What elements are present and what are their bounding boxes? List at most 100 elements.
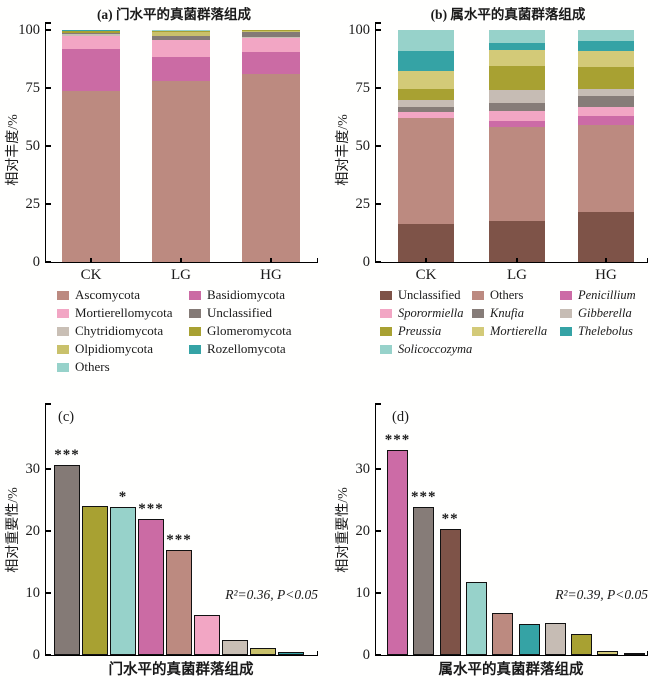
importance-bar-rozellomycota (278, 651, 304, 655)
legend-label: Basidiomycota (207, 287, 285, 302)
legend-color-swatch (189, 290, 201, 300)
segment-knufia (578, 96, 634, 107)
segment-thelebolus (489, 42, 545, 50)
segment-sporormiella (489, 111, 545, 121)
y-axis-tick (376, 29, 381, 31)
segment-penicillium (489, 120, 545, 128)
legend-label: Sporormiella (398, 305, 464, 320)
legend-item-rozellomycota: Rozellomycota (189, 341, 321, 356)
segment-solicoccozyma (398, 30, 454, 51)
y-axis-tick-label: 20 (355, 523, 371, 539)
category-label-lg: LG (507, 267, 527, 283)
segment-basidiomycota (152, 56, 210, 82)
segment-ascomycota (62, 91, 120, 262)
legend-label: Glomeromycota (207, 323, 292, 338)
segment-gibberella (578, 89, 634, 97)
stacked-bar-ck (62, 30, 120, 262)
category-label-ck: CK (415, 267, 437, 283)
importance-bar-mortierellomycota (194, 614, 220, 655)
y-axis-tick (376, 468, 381, 470)
legend-label: Chytridiomycota (75, 323, 164, 338)
legend-label: Unclassified (398, 287, 461, 302)
y-axis-tick-label: 0 (32, 647, 40, 663)
legend-item-preussia: Preussia (380, 324, 472, 338)
importance-bar-solicoccozyma (465, 581, 487, 655)
importance-bar-ascomycota (166, 549, 192, 655)
panel-c-plot-area: 0 10 20 30 *** * *** *** (26, 403, 318, 663)
segment-unclassified (152, 35, 210, 40)
x-axis-tick (605, 258, 607, 262)
panel-b-plot-area: 0 25 50 75 100 CK LG HG (348, 22, 648, 283)
legend-color-swatch (380, 290, 392, 300)
legend-color-swatch (57, 362, 69, 372)
segment-glomeromycota (152, 30, 210, 33)
legend-color-swatch (380, 326, 392, 336)
segment-others (398, 118, 454, 224)
legend-label: Mortierellomycota (75, 305, 173, 320)
segment-preussia (578, 67, 634, 90)
legend-item-gibberella: Gibberella (560, 306, 650, 320)
panel-a-legend: Ascomycota Basidiomycota Mortierellomycota… (57, 287, 321, 374)
importance-bar-glomeromycota (82, 506, 108, 655)
panel-d-label: (d) (392, 409, 409, 425)
legend-item-chytridiomycota: Chytridiomycota (57, 323, 189, 338)
importance-bar-chytridiomycota (222, 640, 248, 655)
category-label-lg: LG (171, 267, 191, 283)
y-axis-tick-label: 25 (355, 196, 371, 212)
legend-color-swatch (189, 326, 201, 336)
legend-item-unclassified: Unclassified (380, 288, 472, 302)
importance-bar-gibberella (544, 622, 566, 655)
importance-bar-penicillium (387, 450, 408, 655)
panel-c-r2-annotation: R²=0.36, P<0.05 (225, 587, 318, 602)
legend-item-basidiomycota: Basidiomycota (189, 287, 321, 302)
segment-others (578, 125, 634, 213)
panel-d-x-axis-label: 属水平的真菌群落组成 (438, 662, 584, 678)
segment-basidiomycota (242, 52, 300, 75)
y-axis-tick (46, 530, 51, 532)
importance-bar-sporormiella (623, 653, 645, 655)
segment-unclassified (489, 221, 545, 262)
y-axis-tick (46, 203, 51, 205)
significance-mark: *** (138, 500, 164, 517)
y-axis-tick (46, 145, 51, 147)
legend-item-mortierella: Mortierella (472, 324, 560, 338)
legend-color-swatch (560, 290, 572, 300)
y-axis-end-tick (376, 403, 381, 405)
legend-item-sporormiella: Sporormiella (380, 306, 472, 320)
panel-d-r2-annotation: R²=0.39, P<0.05 (555, 587, 648, 602)
x-axis-end-tick (316, 258, 318, 262)
segment-sporormiella (398, 112, 454, 118)
segment-penicillium (398, 117, 454, 119)
importance-bar-mortierella (597, 651, 619, 655)
segment-solicoccozyma (489, 30, 545, 43)
segment-knufia (489, 103, 545, 112)
significance-mark: *** (166, 531, 192, 548)
y-axis-tick (46, 654, 51, 656)
panel-c-x-axis-label: 门水平的真菌群落组成 (108, 662, 254, 678)
segment-glomeromycota (62, 30, 120, 33)
legend-label: Unclassified (207, 305, 272, 320)
segment-unclassified (398, 223, 454, 262)
legend-color-swatch (57, 326, 69, 336)
y-axis-tick (46, 592, 51, 594)
significance-mark: *** (384, 432, 411, 449)
y-axis-end-tick (376, 22, 381, 24)
stacked-bar-lg (489, 30, 545, 262)
y-axis-tick (376, 87, 381, 89)
x-axis-tick (90, 258, 92, 262)
y-axis-tick (376, 203, 381, 205)
legend-label: Knufia (490, 305, 525, 320)
segment-thelebolus (398, 50, 454, 71)
y-axis-tick (376, 145, 381, 147)
importance-bar-preussia (571, 633, 593, 655)
segment-mortierellomycota (62, 35, 120, 49)
legend-label: Others (75, 359, 110, 374)
legend-item-glomeromycota: Glomeromycota (189, 323, 321, 338)
segment-preussia (489, 66, 545, 91)
y-axis-tick-label: 75 (25, 80, 41, 96)
legend-color-swatch (189, 308, 201, 318)
segment-solicoccozyma (578, 30, 634, 41)
y-axis-tick-label: 0 (362, 254, 370, 270)
legend-label: Gibberella (578, 305, 632, 320)
